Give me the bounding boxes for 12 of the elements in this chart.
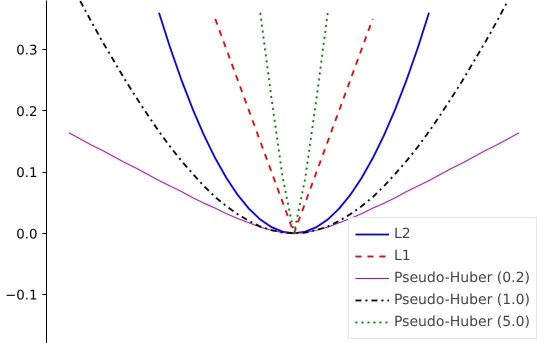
y-tick-label: −0.1 [5, 288, 38, 304]
line-series [214, 18, 374, 234]
line-series [259, 12, 329, 234]
legend-label: Pseudo-Huber (0.2) [394, 270, 530, 286]
legend-label: Pseudo-Huber (1.0) [394, 292, 530, 308]
y-tick-label: 0.0 [16, 227, 38, 242]
legend-label: L1 [394, 248, 412, 264]
y-tick-label: 0.2 [16, 104, 38, 120]
y-tick-label: 0.3 [16, 44, 38, 58]
legend-label: Pseudo-Huber (5.0) [394, 314, 530, 330]
y-tick-label: 0.1 [16, 166, 38, 181]
legend-label: L2 [394, 226, 412, 242]
